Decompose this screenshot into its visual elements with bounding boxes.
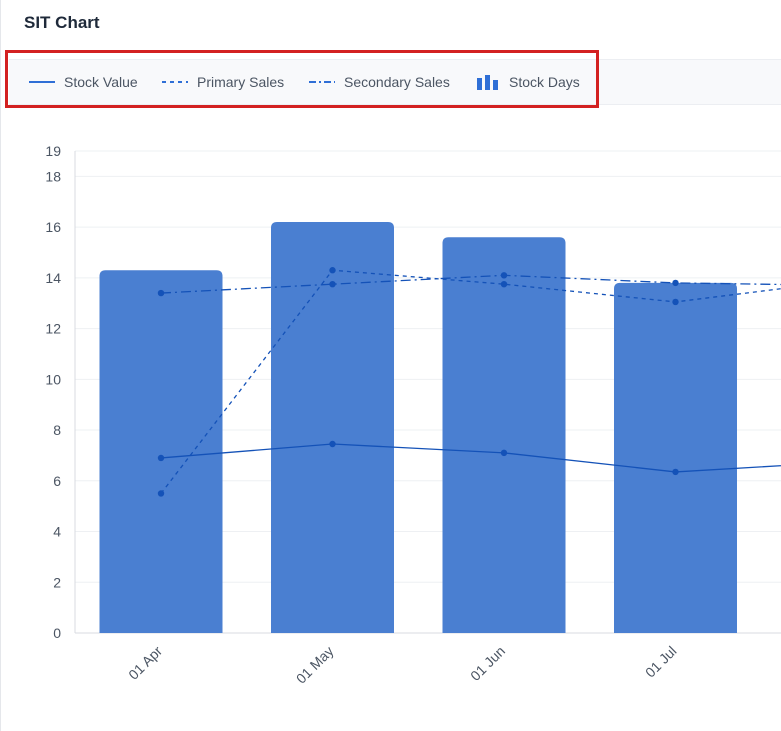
data-point: [500, 280, 508, 288]
x-tick-label: 01 May: [293, 643, 337, 687]
solid-line-icon: [29, 81, 55, 83]
legend-label: Secondary Sales: [344, 74, 450, 90]
dash-dot-line-icon: [309, 81, 335, 83]
y-tick-label: 4: [53, 524, 61, 540]
data-point: [157, 454, 165, 462]
legend-item-stock-days[interactable]: Stock Days: [476, 60, 580, 104]
y-tick-label: 16: [45, 219, 61, 235]
legend-label: Stock Value: [64, 74, 138, 90]
data-point: [329, 440, 336, 448]
y-tick-label: 10: [45, 371, 61, 387]
bar-icon: [477, 75, 498, 90]
data-point: [500, 272, 508, 279]
data-point: [672, 279, 679, 287]
bar: [99, 270, 223, 633]
y-tick-label: 12: [45, 321, 61, 337]
y-tick-label: 18: [45, 168, 61, 184]
chart-legend: Stock Value Primary Sales Secondary Sale…: [9, 59, 781, 105]
legend-label: Primary Sales: [197, 74, 285, 90]
series-line: [160, 269, 781, 494]
data-point: [329, 267, 336, 274]
y-tick-label: 19: [45, 143, 61, 159]
chart-title: SIT Chart: [24, 13, 100, 32]
x-tick-label: 01 Jun: [467, 643, 508, 684]
legend-label: Stock Days: [509, 74, 580, 90]
y-tick-label: 14: [45, 270, 61, 286]
legend-item-stock-value[interactable]: Stock Value: [29, 60, 138, 104]
x-tick-label: 01 Apr: [125, 643, 165, 683]
data-point: [500, 449, 508, 457]
y-tick-label: 2: [53, 574, 61, 590]
data-point: [329, 280, 336, 288]
y-tick-label: 0: [53, 625, 61, 641]
legend-item-secondary-sales[interactable]: Secondary Sales: [309, 60, 450, 104]
data-point: [672, 468, 679, 476]
data-point: [157, 490, 165, 497]
y-tick-label: 6: [53, 473, 61, 489]
bar: [271, 222, 394, 633]
legend-item-primary-sales[interactable]: Primary Sales: [162, 60, 284, 104]
x-tick-label: 01 Jul: [642, 643, 680, 681]
data-point: [672, 298, 679, 306]
data-point: [157, 289, 165, 297]
bar: [442, 237, 566, 633]
y-tick-label: 8: [53, 422, 61, 438]
bar: [614, 282, 737, 633]
